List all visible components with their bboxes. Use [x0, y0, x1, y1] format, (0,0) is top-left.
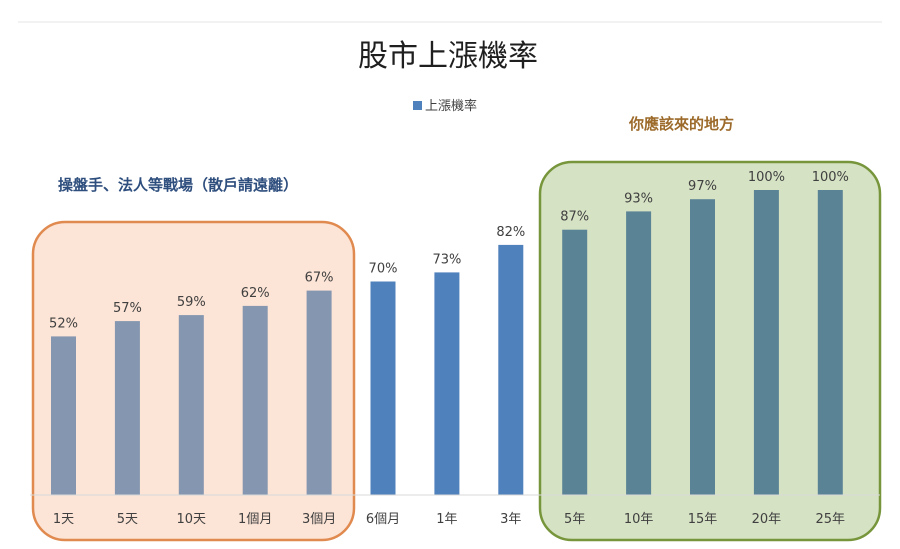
long-term-group-label: 你應該來的地方: [628, 115, 734, 133]
bar: [178, 315, 204, 495]
data-label: 82%: [496, 225, 525, 240]
x-tick-label: 5天: [117, 512, 138, 527]
x-tick-label: 3個月: [302, 512, 336, 527]
bar: [51, 336, 76, 495]
x-tick-label: 25年: [816, 512, 846, 527]
data-label: 70%: [369, 262, 398, 277]
data-label: 87%: [560, 210, 589, 225]
bar: [242, 305, 268, 495]
chart-title: 股市上漲機率: [358, 39, 538, 74]
bar: [753, 190, 779, 495]
x-tick-label: 1個月: [238, 512, 272, 527]
x-tick-label: 10年: [624, 512, 654, 527]
x-tick-label: 1天: [53, 512, 74, 527]
bar: [114, 321, 140, 495]
bar: [626, 211, 652, 495]
bar: [690, 199, 715, 495]
data-label: 62%: [241, 286, 270, 301]
data-label: 57%: [113, 301, 142, 316]
data-label: 52%: [49, 316, 78, 331]
data-label: 97%: [688, 179, 717, 194]
data-label: 59%: [177, 295, 206, 310]
bar: [370, 281, 396, 495]
x-tick-label: 6個月: [366, 512, 400, 527]
data-label: 100%: [812, 170, 849, 185]
data-label: 67%: [305, 271, 334, 286]
data-label: 100%: [748, 170, 785, 185]
bar: [498, 244, 524, 495]
legend-label: 上漲機率: [425, 98, 477, 114]
x-tick-label: 3年: [500, 512, 521, 527]
data-label: 93%: [624, 191, 653, 206]
x-tick-label: 15年: [688, 512, 718, 527]
short-term-group-label: 操盤手、法人等戰場（散戶請遠離）: [58, 176, 298, 194]
legend-swatch: [413, 101, 422, 110]
bar: [306, 290, 332, 495]
x-tick-label: 1年: [436, 512, 457, 527]
bar: [434, 272, 460, 495]
x-tick-label: 5年: [564, 512, 585, 527]
x-tick-label: 10天: [177, 512, 207, 527]
bar-series: 52% 1天 57% 5天 59% 10天 62% 1個月 67% 3個月 70% 6個月 73% 1年 8…: [49, 170, 849, 527]
bar: [817, 190, 843, 495]
x-tick-label: 20年: [752, 512, 782, 527]
data-label: 73%: [432, 252, 461, 267]
bar: [562, 229, 588, 495]
